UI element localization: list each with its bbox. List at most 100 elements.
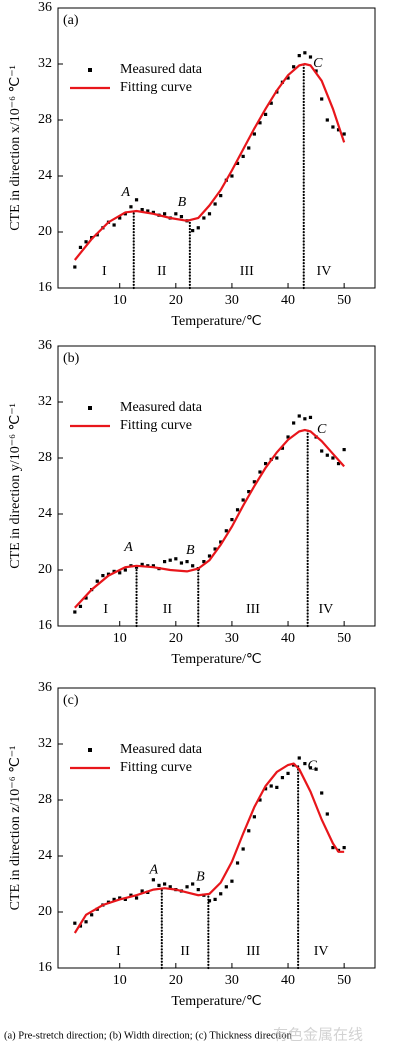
region-label: IV <box>317 264 332 279</box>
data-point <box>230 518 234 522</box>
region-label: I <box>102 264 107 279</box>
data-point <box>179 561 184 565</box>
region-label: III <box>246 602 260 617</box>
y-tick-label: 20 <box>38 562 52 577</box>
y-tick-label: 36 <box>38 338 52 353</box>
data-point <box>219 540 223 544</box>
data-point <box>297 414 301 418</box>
data-point <box>73 610 77 614</box>
data-point <box>241 847 245 851</box>
data-point <box>134 198 139 202</box>
data-point <box>129 893 133 897</box>
data-point <box>202 216 206 220</box>
data-point <box>308 55 313 59</box>
data-point <box>129 205 133 209</box>
data-point <box>84 920 88 924</box>
data-point <box>151 564 155 568</box>
data-point <box>280 776 285 780</box>
data-point <box>84 596 88 600</box>
data-point <box>134 565 139 569</box>
data-point <box>252 815 256 819</box>
data-point <box>314 767 318 771</box>
data-point <box>269 784 273 788</box>
y-tick-label: 20 <box>38 904 52 919</box>
data-point <box>263 462 268 466</box>
data-point <box>303 417 307 421</box>
data-point <box>196 888 200 892</box>
data-point <box>78 924 83 928</box>
data-point <box>157 883 161 887</box>
y-tick-label: 36 <box>38 0 52 15</box>
y-tick-label: 16 <box>38 280 52 295</box>
marker-label: C <box>317 422 327 437</box>
data-point <box>163 212 167 216</box>
data-point <box>303 51 307 55</box>
data-point <box>207 212 212 216</box>
x-axis-label: Temperature/℃ <box>171 652 261 667</box>
data-point <box>213 202 217 206</box>
legend-marker <box>88 68 92 72</box>
data-point <box>213 897 217 901</box>
x-tick-label: 10 <box>113 631 127 646</box>
data-point <box>151 210 155 214</box>
data-point <box>224 529 228 533</box>
data-point <box>118 216 122 220</box>
data-point <box>230 879 234 883</box>
data-point <box>252 480 256 484</box>
data-point <box>123 568 127 572</box>
data-point <box>202 560 206 564</box>
y-tick-label: 24 <box>38 506 52 521</box>
data-point <box>331 846 335 850</box>
data-point <box>101 574 105 578</box>
data-point <box>342 846 346 850</box>
panel-label: (c) <box>63 693 79 708</box>
x-tick-label: 30 <box>225 293 239 308</box>
data-point <box>112 569 116 573</box>
data-point <box>269 101 273 105</box>
data-point <box>118 896 122 900</box>
marker-label: A <box>123 540 133 555</box>
plot-frame <box>57 687 376 969</box>
data-point <box>235 861 240 865</box>
data-point <box>163 882 167 886</box>
data-point <box>258 121 262 125</box>
legend-label: Fitting curve <box>120 760 192 775</box>
data-point <box>336 128 341 132</box>
data-point <box>314 69 318 73</box>
legend-marker <box>88 748 92 752</box>
y-tick-label: 28 <box>38 112 52 127</box>
data-point <box>140 562 144 566</box>
x-tick-label: 50 <box>337 293 351 308</box>
region-label: III <box>240 264 254 279</box>
fitting-curve <box>73 762 345 934</box>
data-point <box>213 547 217 551</box>
legend-marker <box>88 406 92 410</box>
x-axis-label: Temperature/℃ <box>171 994 261 1009</box>
data-point <box>179 215 184 219</box>
y-tick-label: 28 <box>38 792 52 807</box>
legend-label: Measured data <box>120 400 203 415</box>
data-point <box>224 885 228 889</box>
fitting-curve <box>74 428 345 609</box>
y-axis-label: CTE in direction y/10⁻⁶ ℃⁻¹ <box>8 403 23 569</box>
data-point <box>191 229 195 233</box>
data-point <box>325 453 329 457</box>
data-point <box>297 54 301 58</box>
data-point <box>73 265 77 269</box>
x-tick-label: 40 <box>281 293 295 308</box>
data-point <box>78 604 83 608</box>
y-tick-label: 32 <box>38 394 52 409</box>
data-point <box>286 435 290 439</box>
marker-label: B <box>196 869 205 884</box>
y-tick-label: 16 <box>38 618 52 633</box>
y-tick-label: 16 <box>38 960 52 975</box>
data-point <box>286 771 290 775</box>
region-label: III <box>246 944 260 959</box>
x-tick-label: 20 <box>169 293 183 308</box>
data-point <box>241 154 245 158</box>
marker-label: A <box>149 862 159 877</box>
data-point <box>123 897 127 901</box>
region-label: II <box>163 602 173 617</box>
x-tick-label: 10 <box>113 293 127 308</box>
